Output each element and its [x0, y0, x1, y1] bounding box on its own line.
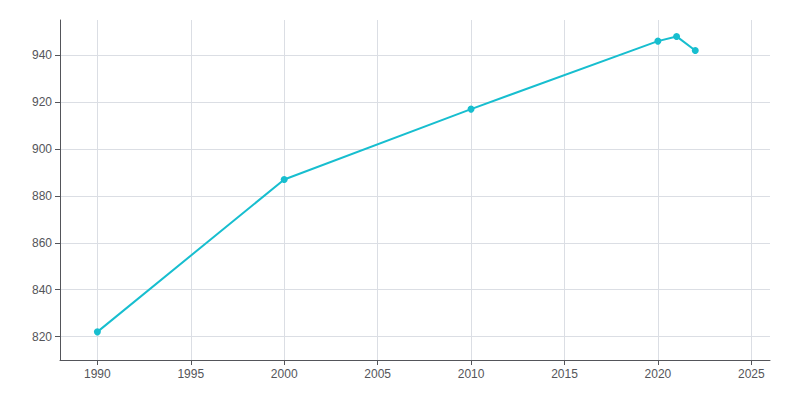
svg-text:2015: 2015	[551, 367, 578, 381]
svg-text:1995: 1995	[177, 367, 204, 381]
svg-text:2025: 2025	[738, 367, 765, 381]
svg-text:1990: 1990	[84, 367, 111, 381]
svg-text:880: 880	[32, 189, 52, 203]
svg-text:900: 900	[32, 142, 52, 156]
svg-text:2020: 2020	[645, 367, 672, 381]
svg-text:2000: 2000	[271, 367, 298, 381]
svg-text:820: 820	[32, 330, 52, 344]
svg-text:2010: 2010	[458, 367, 485, 381]
svg-text:860: 860	[32, 236, 52, 250]
svg-text:920: 920	[32, 95, 52, 109]
svg-text:840: 840	[32, 283, 52, 297]
svg-text:940: 940	[32, 48, 52, 62]
svg-text:2005: 2005	[364, 367, 391, 381]
